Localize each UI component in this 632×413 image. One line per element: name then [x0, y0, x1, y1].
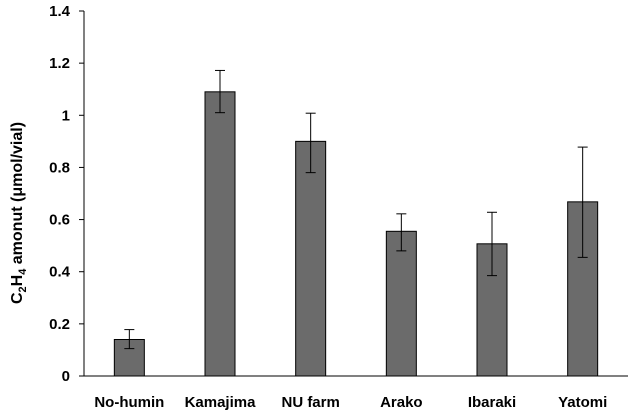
y-tick-label: 0.6 — [49, 212, 70, 229]
x-tick-label: Arako — [380, 394, 423, 411]
ylabel-sub2: 4 — [17, 268, 29, 275]
y-tick-label: 0.4 — [49, 264, 71, 281]
bar-nu-farm — [295, 140, 327, 377]
y-tick-label: 0.2 — [49, 316, 70, 333]
error-bars — [124, 69, 588, 350]
ylabel-rest: amonut (μmol/vial) — [9, 122, 26, 269]
x-tick-label: NU farm — [281, 394, 339, 411]
x-axis: No-humin Kamajima NU farm Arako Ibaraki Yatom… — [84, 375, 628, 411]
ylabel-mid: H — [9, 275, 26, 287]
y-axis: 0 0.2 0.4 0.6 0.8 1 1.2 1.4 — [49, 3, 85, 385]
y-tick-label: 1.2 — [49, 55, 70, 72]
y-tick-label: 0 — [62, 368, 70, 385]
x-tick-label: Yatomi — [558, 394, 607, 411]
ylabel-base: C — [9, 292, 26, 304]
bar-kamajima — [204, 91, 236, 377]
ylabel-sub1: 2 — [17, 286, 29, 292]
bars — [113, 91, 599, 377]
x-tick-label: No-humin — [94, 394, 164, 411]
y-tick-label: 1.4 — [49, 3, 71, 20]
bar-arako — [385, 230, 417, 377]
x-tick-label: Ibaraki — [468, 394, 516, 411]
x-tick-label: Kamajima — [185, 394, 257, 411]
y-tick-label: 1 — [62, 107, 70, 124]
y-tick-label: 0.8 — [49, 159, 70, 176]
y-axis-title: C2H4 amonut (μmol/vial) — [9, 122, 29, 304]
